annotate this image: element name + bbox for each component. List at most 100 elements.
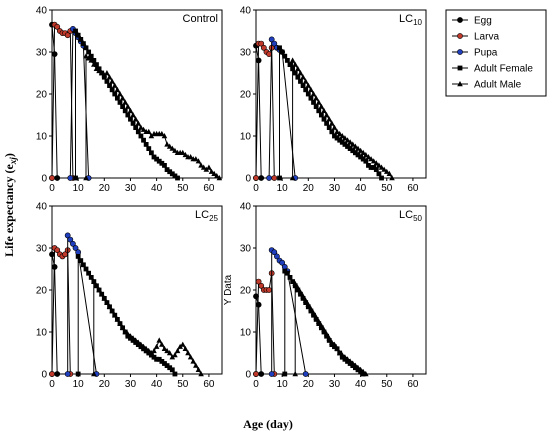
data-point — [146, 146, 152, 151]
data-point — [311, 100, 316, 105]
y-tick-label: 0 — [245, 370, 251, 381]
data-point — [274, 253, 280, 260]
data-point — [200, 164, 207, 170]
data-point — [386, 170, 393, 176]
data-point — [302, 297, 309, 303]
data-point — [313, 314, 319, 320]
data-point — [128, 116, 133, 122]
x-tick-label: 0 — [49, 183, 55, 194]
data-point — [193, 156, 199, 162]
data-point — [143, 345, 149, 351]
plot-frame — [51, 205, 223, 375]
data-point — [342, 142, 348, 147]
series-line — [93, 279, 202, 375]
data-point — [119, 324, 126, 330]
data-point — [117, 100, 123, 105]
data-point — [334, 135, 340, 141]
data-point — [164, 167, 170, 172]
data-point — [277, 175, 282, 181]
data-point — [67, 175, 74, 181]
data-point — [289, 175, 296, 181]
data-point — [172, 147, 178, 153]
data-point — [172, 352, 178, 358]
data-point — [321, 107, 327, 113]
data-point — [352, 143, 359, 149]
data-point — [360, 149, 367, 155]
data-point — [94, 62, 99, 67]
legend-item: Pupa — [452, 48, 498, 59]
series-larva — [253, 270, 278, 377]
data-point — [117, 91, 123, 97]
data-point — [86, 270, 92, 276]
data-point — [91, 278, 97, 284]
data-point — [49, 175, 55, 181]
data-point — [357, 366, 364, 372]
data-point — [111, 312, 118, 318]
y-axis-label: Life expectancy (exj) — [2, 153, 18, 257]
data-point — [54, 371, 61, 377]
x-tick-label: 60 — [407, 183, 419, 194]
data-point — [130, 335, 136, 341]
data-point — [295, 65, 301, 71]
data-point — [305, 91, 311, 97]
data-point — [371, 165, 377, 170]
data-point — [282, 371, 288, 377]
data-point — [287, 62, 293, 67]
data-point — [161, 133, 168, 139]
data-point — [308, 95, 314, 101]
y-tick-label: 40 — [36, 202, 48, 213]
y-tick-label: 0 — [245, 174, 251, 185]
data-point — [73, 175, 78, 181]
data-point — [185, 350, 191, 356]
data-point — [315, 318, 322, 324]
data-point — [366, 163, 371, 168]
data-point — [321, 116, 327, 122]
data-point — [64, 232, 71, 239]
legend-label: Adult Female — [474, 64, 533, 75]
data-point — [162, 361, 167, 366]
data-point — [172, 371, 178, 377]
data-point — [88, 53, 94, 59]
data-point — [78, 37, 84, 42]
data-point — [119, 95, 126, 101]
x-tick-label: 50 — [177, 183, 189, 194]
data-point — [352, 362, 359, 368]
data-point — [360, 156, 366, 162]
data-point — [310, 91, 317, 97]
series-adult-female — [73, 28, 180, 181]
data-point — [315, 99, 322, 105]
data-point — [91, 371, 97, 377]
data-point — [321, 326, 327, 333]
legend-label: Egg — [474, 16, 492, 27]
data-point — [190, 358, 197, 364]
data-point — [143, 142, 149, 147]
x-tick-label: 10 — [73, 183, 85, 194]
data-point — [347, 139, 353, 145]
x-tick-label: 20 — [303, 183, 315, 194]
data-point — [326, 335, 333, 341]
data-point — [73, 28, 78, 34]
data-point — [287, 275, 293, 280]
legend-marker — [457, 65, 463, 71]
y-tick-label: 40 — [240, 6, 252, 17]
x-tick-label: 10 — [277, 183, 289, 194]
legend-item: Adult Male — [452, 80, 522, 91]
data-point — [339, 352, 346, 358]
data-point — [91, 58, 97, 63]
data-point — [383, 168, 390, 174]
data-point — [151, 347, 157, 354]
data-point — [284, 270, 290, 276]
data-point — [363, 151, 369, 158]
data-point — [195, 366, 202, 372]
data-point — [342, 354, 348, 360]
data-point — [75, 254, 81, 259]
x-tick-label: 10 — [73, 379, 85, 390]
data-point — [78, 258, 84, 263]
series-adult-male — [292, 280, 369, 377]
data-point — [127, 107, 134, 113]
data-point — [151, 354, 157, 360]
data-point — [166, 143, 173, 149]
data-point — [167, 365, 173, 371]
legend-marker — [457, 17, 463, 23]
data-point — [292, 280, 299, 286]
